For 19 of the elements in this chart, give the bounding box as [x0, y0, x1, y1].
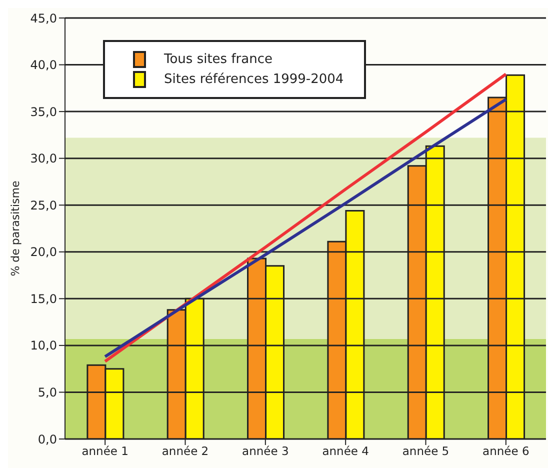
- legend-label: Sites références 1999-2004: [164, 72, 344, 87]
- y-tick-label: 20,0: [30, 245, 57, 260]
- y-tick-label: 0,0: [38, 432, 57, 446]
- y-tick-label: 25,0: [30, 198, 57, 212]
- x-tick-label: année 4: [322, 444, 369, 458]
- x-tick-label: année 1: [82, 444, 128, 458]
- x-tick-label: année 3: [242, 444, 289, 458]
- y-tick-label: 40,0: [30, 58, 57, 72]
- y-tick-label: 45,0: [30, 11, 57, 26]
- y-tick-label: 10,0: [30, 338, 57, 353]
- y-tick-label: 15,0: [30, 292, 57, 306]
- legend-label: Tous sites france: [164, 52, 272, 67]
- y-axis-title: % de parasitisme: [8, 180, 22, 276]
- x-tick-label: année 6: [482, 444, 530, 458]
- y-tick-label: 35,0: [30, 104, 57, 119]
- y-tick-label: 5,0: [38, 385, 57, 400]
- x-tick-label: année 2: [162, 444, 209, 458]
- x-tick-label: année 5: [402, 444, 450, 458]
- y-tick-label: 30,0: [30, 152, 57, 166]
